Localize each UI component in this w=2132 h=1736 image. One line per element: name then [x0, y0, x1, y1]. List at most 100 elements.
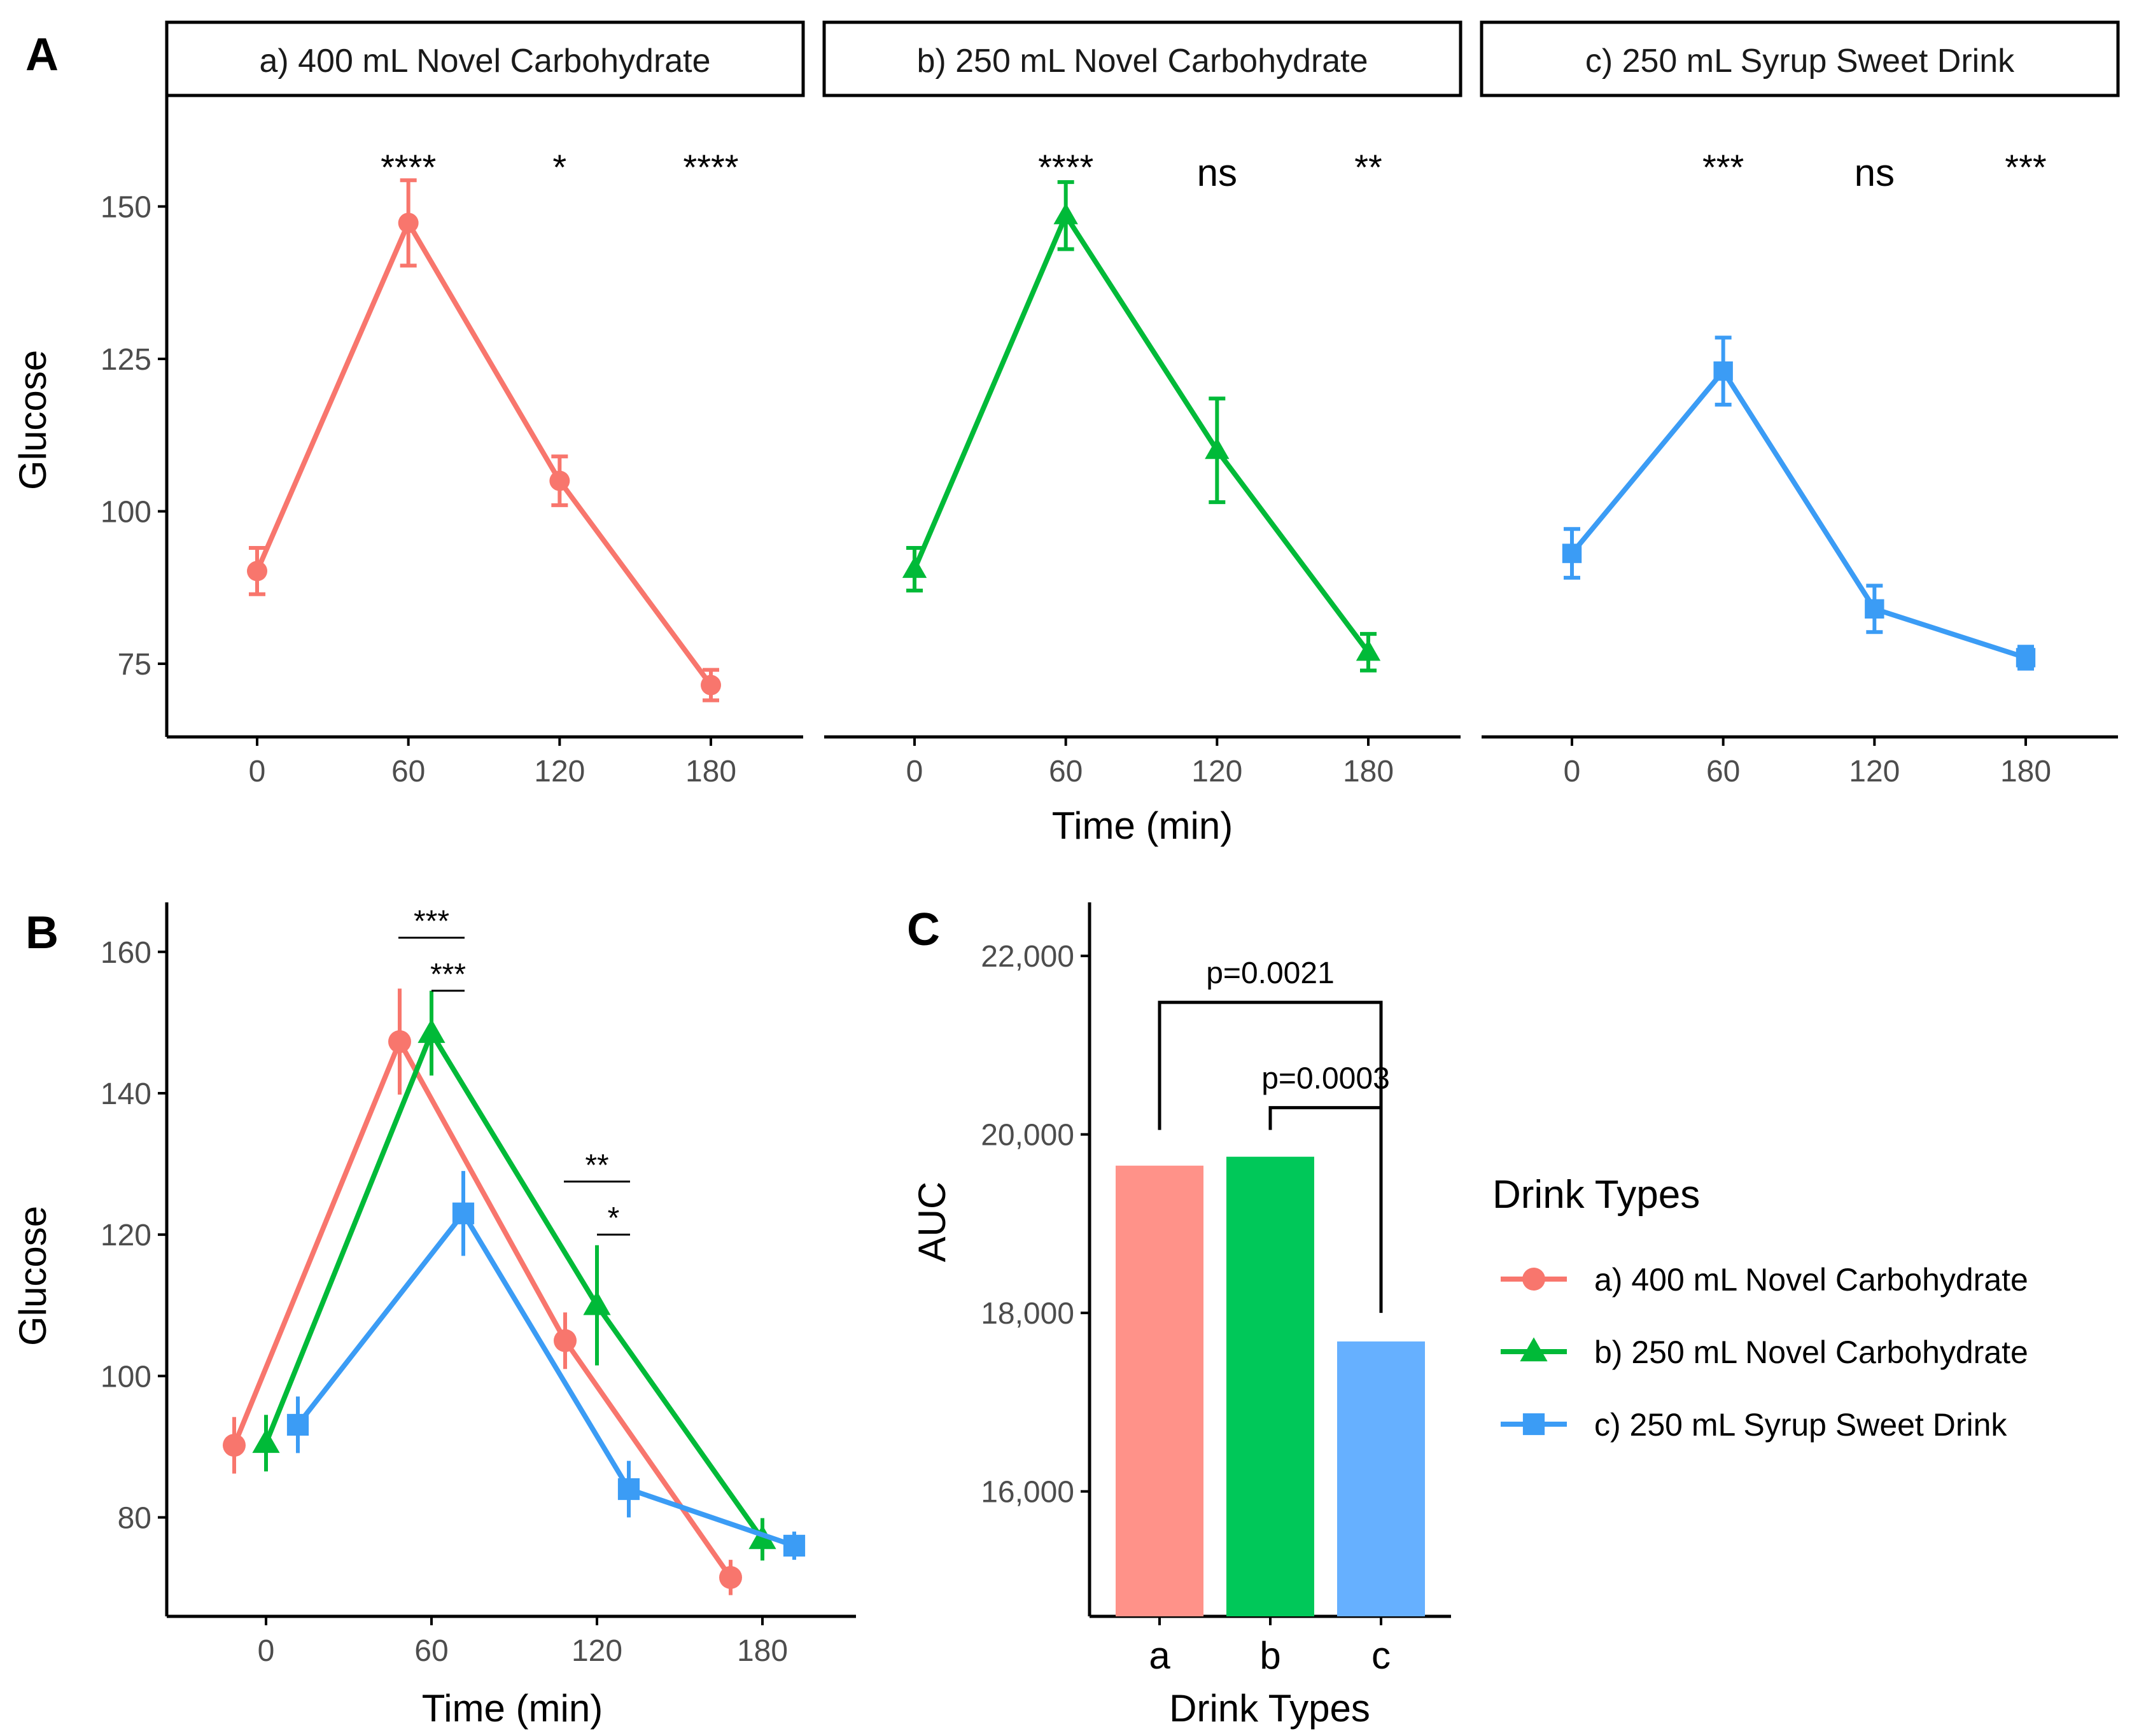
- y-tick-label: 100: [101, 1360, 151, 1394]
- y-tick-label: 75: [118, 648, 151, 682]
- panel-a-x-axis-label: Time (min): [1052, 804, 1233, 847]
- series-line: [1569, 368, 2027, 661]
- data-point: [452, 1202, 475, 1224]
- significance-label: ns: [1855, 151, 1895, 194]
- significance-label: ***: [1702, 147, 1744, 187]
- x-tick-label: 120: [572, 1634, 622, 1668]
- panel-b-y-axis-label: Glucose: [11, 1206, 54, 1346]
- y-tick-label: 125: [101, 343, 151, 377]
- data-point: [1713, 361, 1733, 381]
- p-value-label: p=0.0021: [1206, 956, 1335, 990]
- facet-strip: [1480, 20, 2120, 97]
- x-tick-label: 180: [685, 755, 736, 788]
- x-tick-label: 60: [1706, 755, 1740, 788]
- data-point: [719, 1565, 742, 1589]
- panel-b-x-axis-label: Time (min): [422, 1687, 603, 1730]
- legend-key-marker: [1522, 1413, 1545, 1436]
- data-point: [223, 1434, 246, 1457]
- y-tick-label: 150: [101, 190, 151, 224]
- significance-label: *: [552, 147, 566, 187]
- y-tick-label: 80: [118, 1501, 151, 1535]
- significance-label: *: [608, 1201, 620, 1235]
- legend-label-b: b) 250 mL Novel Carbohydrate: [1594, 1334, 2028, 1370]
- x-tick-label: 0: [249, 755, 266, 788]
- significance-label: ns: [1197, 151, 1237, 194]
- y-tick-label: 120: [101, 1219, 151, 1252]
- facet-title: c) 250 mL Syrup Sweet Drink: [1585, 43, 2015, 80]
- x-tick-label: 0: [906, 755, 923, 788]
- x-tick-label: 120: [534, 755, 585, 788]
- data-point: [701, 675, 721, 696]
- x-tick-label: a: [1149, 1634, 1170, 1677]
- data-point: [398, 213, 419, 234]
- y-tick-label: 16,000: [981, 1476, 1074, 1509]
- panel-label-c: C: [907, 904, 940, 955]
- data-point: [617, 1478, 640, 1501]
- bar-a: [1116, 1165, 1203, 1616]
- data-point: [286, 1413, 309, 1436]
- legend-key-marker: [1520, 1337, 1548, 1362]
- bar-c: [1337, 1341, 1425, 1616]
- series-line: [232, 1039, 733, 1579]
- significance-label: **: [585, 1149, 608, 1182]
- data-point: [554, 1329, 577, 1352]
- y-tick-label: 100: [101, 496, 151, 529]
- x-tick-label: c: [1371, 1634, 1391, 1677]
- data-point: [417, 1019, 445, 1043]
- panel-a-layer: a) 400 mL Novel Carbohydrate 75 100 125 150 0…: [101, 20, 2120, 788]
- legend-label-a: a) 400 mL Novel Carbohydrate: [1594, 1262, 2028, 1298]
- panel-c-layer: 16,000 18,000 20,000 22,000 a b c p=0.0021 p=0.0…: [981, 902, 1451, 1677]
- significance-label: ***: [2005, 147, 2046, 187]
- data-point: [783, 1534, 806, 1557]
- panel-label-b: B: [25, 907, 59, 958]
- legend-key-marker: [1522, 1268, 1545, 1291]
- series-line: [255, 220, 713, 687]
- legend-title: Drink Types: [1492, 1173, 1700, 1217]
- data-point: [549, 470, 570, 491]
- panel-label-a: A: [25, 29, 59, 80]
- legend-layer: [1501, 1268, 1567, 1436]
- p-value-label: p=0.0003: [1261, 1062, 1390, 1096]
- facet-title: a) 400 mL Novel Carbohydrate: [259, 43, 710, 80]
- significance-label: ****: [683, 147, 738, 187]
- p-value-bracket: [1268, 1106, 1383, 1313]
- data-point: [2016, 648, 2036, 668]
- data-point: [1205, 437, 1230, 459]
- data-point: [902, 556, 927, 578]
- x-tick-label: 180: [2000, 755, 2051, 788]
- x-tick-label: 120: [1849, 755, 1900, 788]
- significance-label: ****: [381, 147, 436, 187]
- panel-a-y-axis-label: Glucose: [11, 350, 54, 490]
- facet-strip: [822, 20, 1462, 97]
- p-value-bracket: [1158, 1000, 1383, 1130]
- significance-label: ***: [430, 958, 466, 991]
- facet-title: b) 250 mL Novel Carbohydrate: [916, 43, 1368, 80]
- x-tick-label: 120: [1191, 755, 1242, 788]
- x-tick-label: 180: [1343, 755, 1394, 788]
- series-line: [912, 213, 1371, 654]
- y-tick-label: 140: [101, 1077, 151, 1111]
- x-tick-label: 60: [1049, 755, 1083, 788]
- x-tick-label: 60: [391, 755, 425, 788]
- x-tick-label: 180: [737, 1634, 788, 1668]
- x-tick-label: 0: [258, 1634, 275, 1668]
- data-point: [388, 1030, 411, 1053]
- x-tick-label: 60: [414, 1634, 448, 1668]
- data-point: [1356, 639, 1381, 661]
- data-point: [1865, 599, 1884, 619]
- series-line: [295, 1210, 796, 1548]
- y-tick-label: 20,000: [981, 1119, 1074, 1152]
- data-point: [1053, 202, 1078, 225]
- x-tick-label: b: [1259, 1634, 1280, 1677]
- data-point: [247, 561, 267, 582]
- data-point: [1562, 543, 1582, 563]
- significance-label: **: [1354, 147, 1382, 187]
- series-line: [263, 1030, 765, 1541]
- panel-c-x-axis-label: Drink Types: [1169, 1687, 1370, 1730]
- significance-label: ****: [1038, 147, 1093, 187]
- bar-b: [1226, 1156, 1314, 1616]
- panel-c-y-axis-label: AUC: [911, 1182, 953, 1263]
- data-point: [583, 1291, 611, 1315]
